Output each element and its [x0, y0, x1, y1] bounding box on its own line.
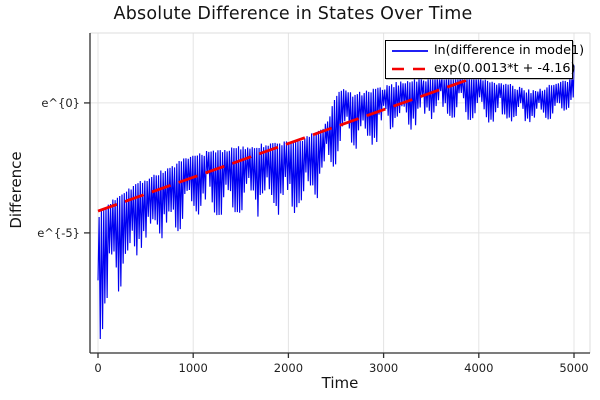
axes-frame-and-ticks [84, 32, 591, 358]
x-tick-label-3000: 3000 [368, 361, 399, 375]
x-tick-label-4000: 4000 [464, 361, 494, 375]
y-tick-label-1: e^{-5} [37, 225, 80, 240]
legend-label-series1: ln(difference in mode1) [434, 43, 585, 58]
x-tick-label-5000: 5000 [559, 361, 589, 375]
blue-series-line [97, 65, 575, 339]
plot-title: Absolute Difference in States Over Time [113, 4, 473, 24]
legend-blue-line-sample [392, 49, 428, 52]
legend-entry-series1: ln(difference in mode1) [391, 42, 584, 59]
y-tick-label-0: e^{0} [41, 95, 80, 110]
x-axis-label: Time [321, 374, 359, 392]
y-axis-label: Difference [7, 151, 25, 229]
legend-red-dashed-line-sample [392, 67, 428, 70]
x-tick-label-2000: 2000 [273, 361, 304, 375]
x-tick-label-1000: 1000 [178, 361, 208, 375]
legend-label-series2: exp(0.0013*t + -4.16) [434, 61, 576, 76]
legend: ln(difference in mode1) exp(0.0013*t + -… [385, 40, 584, 79]
x-tick-label-0: 0 [94, 361, 102, 375]
legend-entry-series2: exp(0.0013*t + -4.16) [391, 60, 576, 77]
